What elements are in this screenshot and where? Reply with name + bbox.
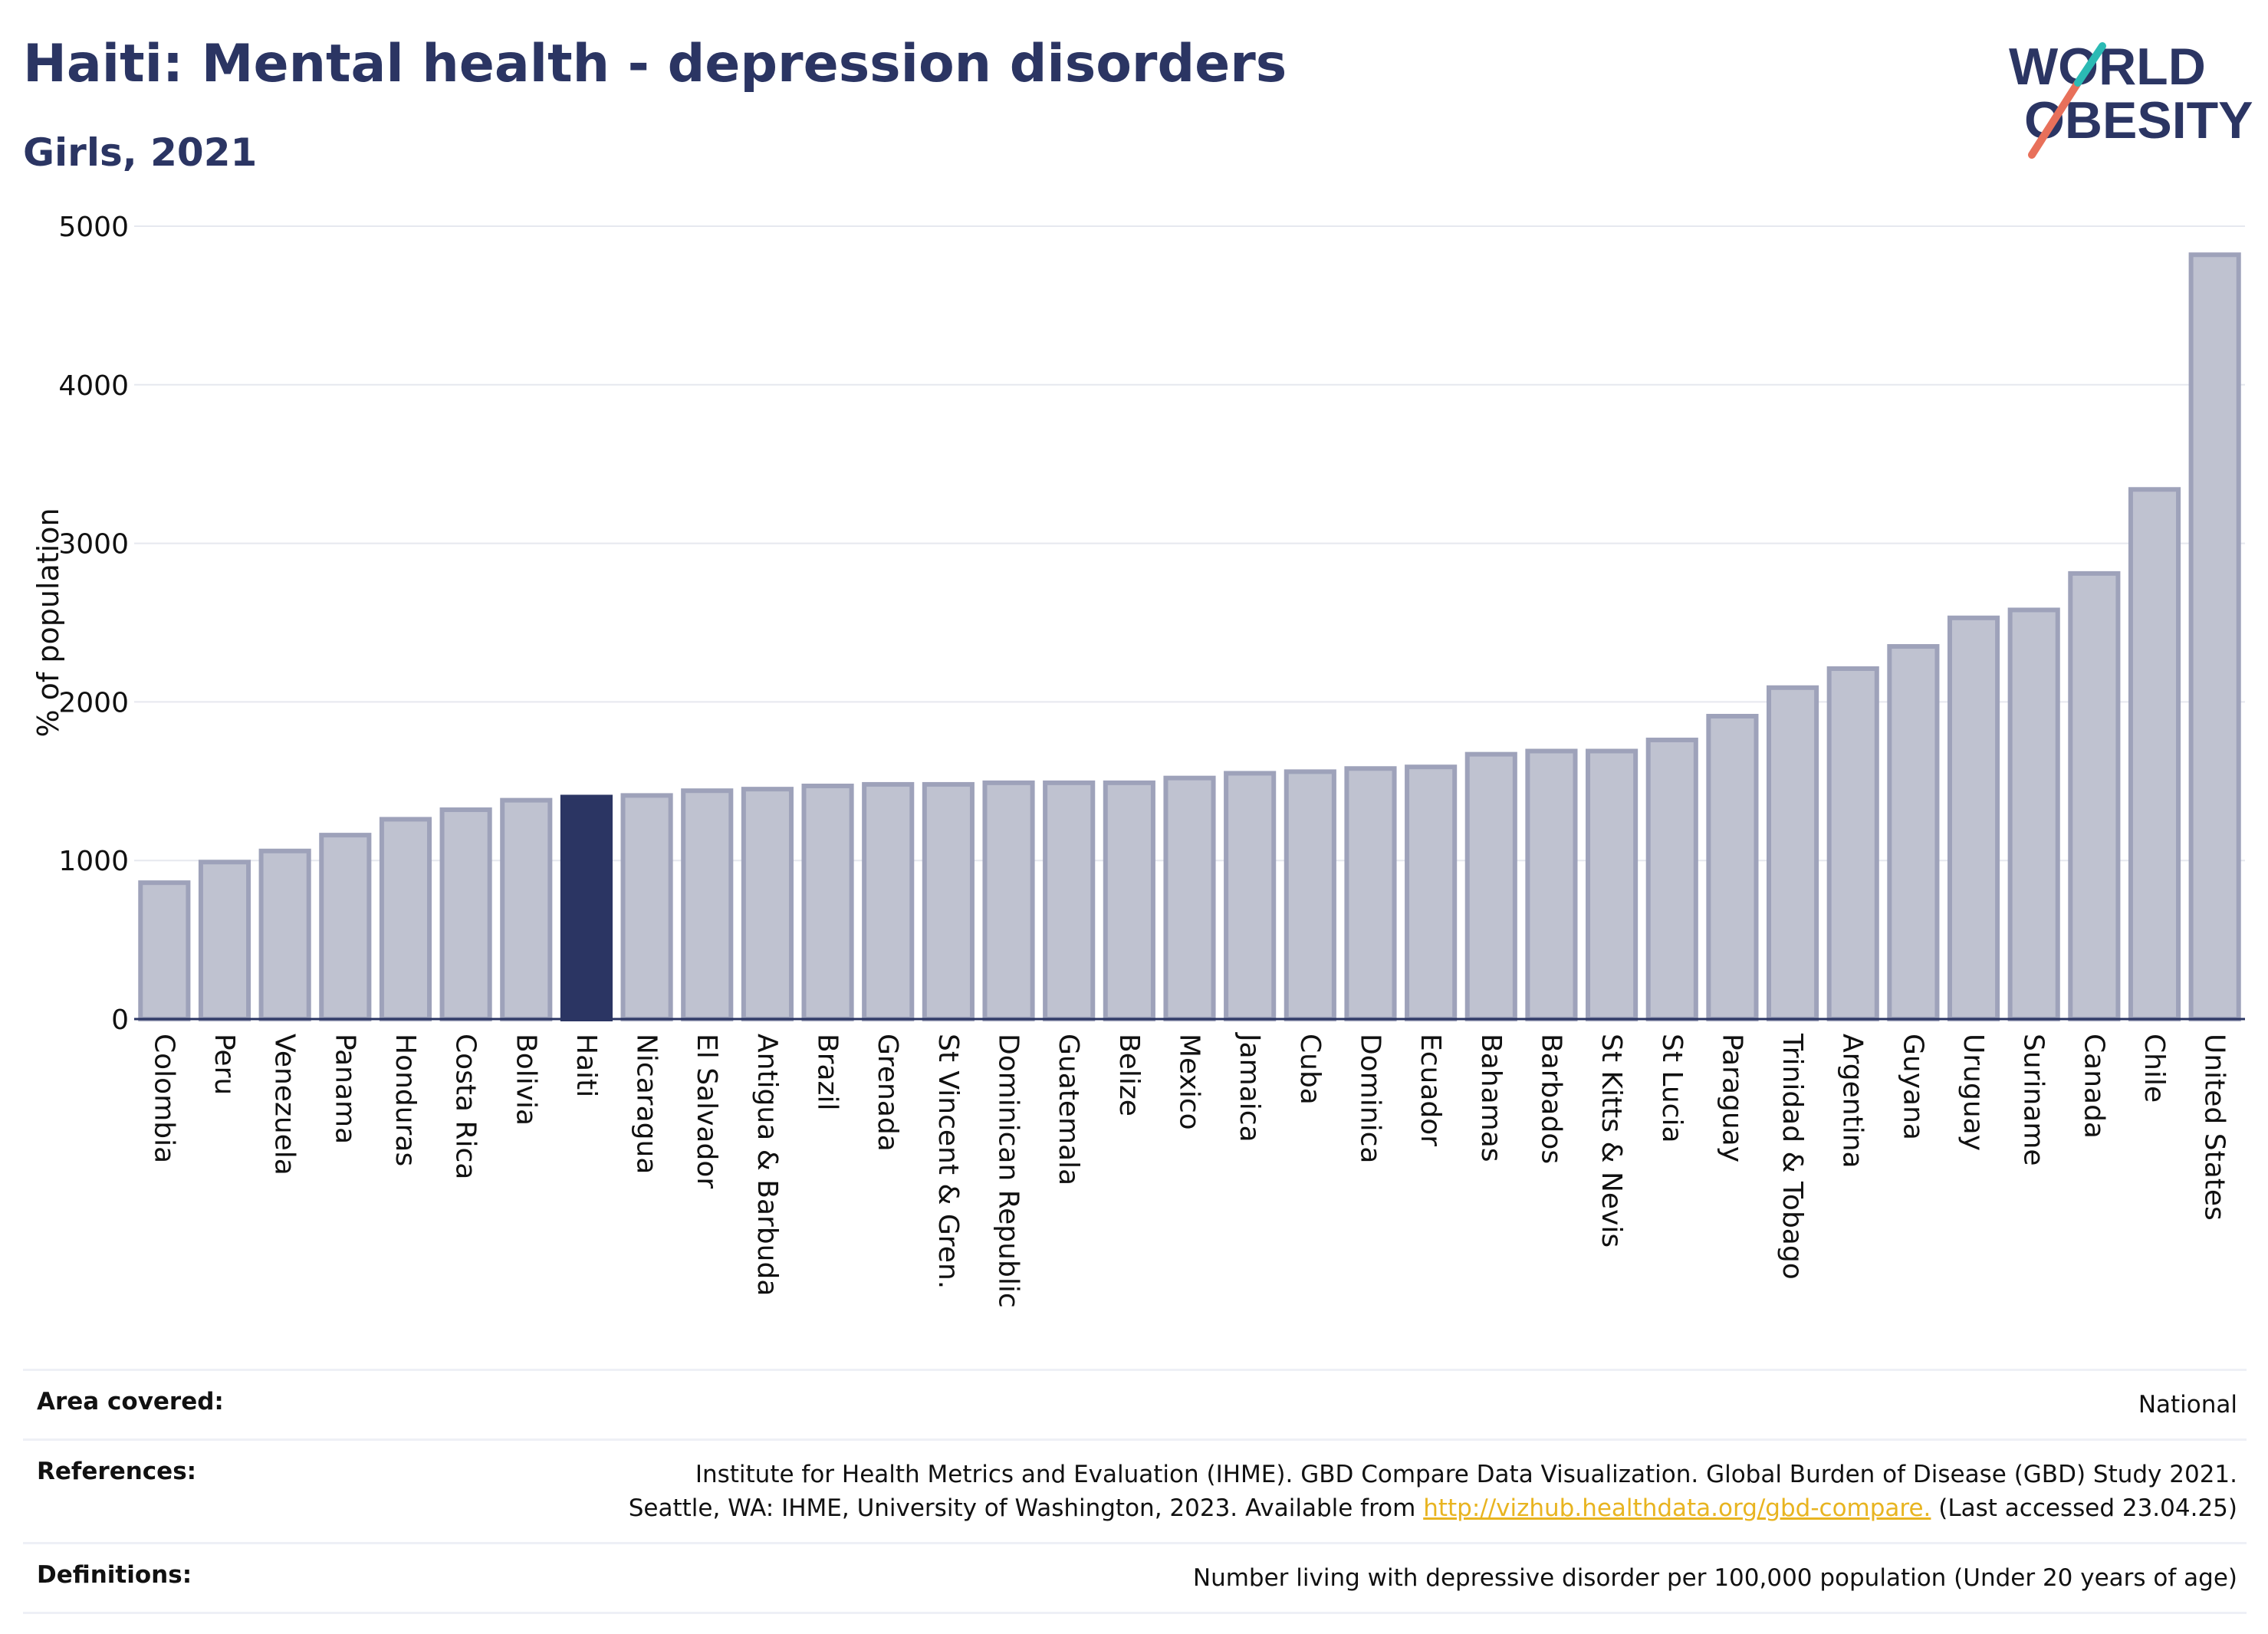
x-tick-label: Barbados bbox=[1535, 1034, 1566, 1164]
x-tick-label: El Salvador bbox=[691, 1034, 722, 1189]
x-tick-label: Honduras bbox=[390, 1034, 421, 1166]
bar-guyana bbox=[1887, 644, 1940, 1022]
bar-cuba bbox=[1284, 769, 1336, 1022]
bar-st-lucia bbox=[1645, 738, 1698, 1021]
x-tick-label: Costa Rica bbox=[450, 1034, 482, 1179]
bar-belize bbox=[1103, 780, 1155, 1021]
x-tick-label: Bahamas bbox=[1475, 1034, 1507, 1162]
x-tick-label: Jamaica bbox=[1234, 1032, 1265, 1142]
x-tick-label: United States bbox=[2199, 1034, 2230, 1221]
bar-mexico bbox=[1163, 775, 1216, 1021]
references-value: Institute for Health Metrics and Evaluat… bbox=[629, 1458, 2237, 1525]
bar-honduras bbox=[379, 817, 432, 1021]
bar-bolivia bbox=[500, 797, 553, 1021]
x-tick-label: St Lucia bbox=[1656, 1034, 1688, 1143]
bar-el-salvador bbox=[681, 788, 734, 1021]
y-tick-label: 2000 bbox=[58, 687, 129, 718]
x-tick-label: Belize bbox=[1113, 1034, 1145, 1116]
chart-subtitle: Girls, 2021 bbox=[23, 130, 258, 175]
bar-uruguay bbox=[1947, 615, 2000, 1021]
x-tick-label: Suriname bbox=[2018, 1034, 2049, 1166]
bar-antigua-barbuda bbox=[741, 787, 794, 1021]
references-line1: Institute for Health Metrics and Evaluat… bbox=[695, 1461, 2237, 1488]
bar-chart: 0 1000 2000 3000 4000 5000 Colombia Peru Venezu… bbox=[31, 212, 2245, 1308]
x-tick-label: Uruguay bbox=[1957, 1034, 1989, 1151]
logo-word-world: WORLD bbox=[2009, 38, 2206, 96]
references-line2-pre: Seattle, WA: IHME, University of Washing… bbox=[628, 1494, 1424, 1522]
x-tick-label: Trinidad & Tobago bbox=[1777, 1033, 1808, 1280]
bar-st-kitts-nevis bbox=[1586, 748, 1639, 1021]
bar-brazil bbox=[801, 784, 854, 1022]
references-link[interactable]: http://vizhub.healthdata.org/gbd-compare… bbox=[1423, 1494, 1931, 1522]
y-tick-label: 5000 bbox=[58, 212, 129, 243]
x-tick-label: Canada bbox=[2078, 1034, 2109, 1139]
x-tick-label: St Kitts & Nevis bbox=[1596, 1034, 1627, 1248]
bar-canada bbox=[2068, 570, 2121, 1021]
x-tick-label: Chile bbox=[2138, 1034, 2170, 1103]
references-line2-post: (Last accessed 23.04.25) bbox=[1931, 1494, 2237, 1522]
bar-bahamas bbox=[1464, 751, 1517, 1021]
world-obesity-logo: WORLD OBESITY bbox=[2009, 38, 2253, 159]
definitions-label: Definitions: bbox=[37, 1561, 192, 1589]
x-tick-label: Guatemala bbox=[1053, 1034, 1084, 1185]
y-axis-ticks: 0 1000 2000 3000 4000 5000 bbox=[58, 212, 129, 1036]
area-value: National bbox=[2138, 1391, 2237, 1419]
footer-row-area: Area covered: National bbox=[23, 1369, 2247, 1438]
bar-barbados bbox=[1525, 748, 1578, 1021]
y-tick-label: 1000 bbox=[58, 846, 129, 877]
bar-trinidad-tobago bbox=[1767, 685, 1819, 1022]
bar-colombia bbox=[138, 880, 191, 1021]
y-axis-label: % of population bbox=[31, 508, 65, 737]
references-label: References: bbox=[37, 1458, 197, 1485]
bar-guatemala bbox=[1043, 780, 1096, 1021]
bar-nicaragua bbox=[620, 793, 673, 1021]
bar-peru bbox=[198, 860, 251, 1021]
x-tick-label: Nicaragua bbox=[631, 1034, 662, 1174]
bars bbox=[138, 252, 2241, 1022]
bar-grenada bbox=[862, 781, 915, 1021]
x-tick-label: Panama bbox=[329, 1034, 360, 1144]
y-tick-label: 4000 bbox=[58, 370, 129, 402]
bar-suriname bbox=[2007, 607, 2060, 1021]
x-tick-label: Colombia bbox=[148, 1034, 179, 1163]
bar-panama bbox=[319, 833, 372, 1022]
x-tick-label: Venezuela bbox=[269, 1034, 301, 1175]
chart-title: Haiti: Mental health - depression disord… bbox=[23, 34, 1287, 94]
bar-paraguay bbox=[1706, 714, 1759, 1022]
area-label: Area covered: bbox=[37, 1388, 224, 1415]
x-tick-label: Dominica bbox=[1354, 1034, 1385, 1164]
bar-st-vincent-gren- bbox=[922, 781, 975, 1021]
x-tick-label: Grenada bbox=[872, 1034, 903, 1152]
bar-dominican-republic bbox=[982, 780, 1035, 1021]
x-tick-label: Haiti bbox=[570, 1034, 602, 1097]
chart-footer: Area covered: National References: Insti… bbox=[23, 1369, 2247, 1614]
x-axis-labels: Colombia Peru Venezuela Panama Honduras Costa… bbox=[148, 1032, 2230, 1308]
bar-argentina bbox=[1826, 666, 1879, 1021]
x-tick-label: Dominican Republic bbox=[993, 1034, 1024, 1308]
y-tick-label: 0 bbox=[111, 1004, 129, 1036]
bar-venezuela bbox=[258, 848, 311, 1021]
x-tick-label: St Vincent & Gren. bbox=[932, 1034, 964, 1289]
x-tick-label: Mexico bbox=[1174, 1034, 1205, 1130]
x-tick-label: Peru bbox=[209, 1034, 240, 1095]
x-tick-label: Cuba bbox=[1294, 1034, 1326, 1105]
x-tick-label: Guyana bbox=[1897, 1034, 1928, 1140]
bar-jamaica bbox=[1224, 771, 1277, 1022]
bar-ecuador bbox=[1405, 764, 1458, 1021]
bar-haiti bbox=[560, 794, 613, 1021]
bar-costa-rica bbox=[439, 807, 492, 1022]
x-tick-label: Brazil bbox=[812, 1034, 843, 1110]
x-tick-label: Paraguay bbox=[1716, 1034, 1747, 1162]
y-tick-label: 3000 bbox=[58, 529, 129, 561]
footer-row-references: References: Institute for Health Metrics… bbox=[23, 1438, 2247, 1542]
bar-chile bbox=[2128, 487, 2181, 1021]
x-tick-label: Antigua & Barbuda bbox=[751, 1034, 783, 1296]
definitions-value: Number living with depressive disorder p… bbox=[1192, 1564, 2237, 1592]
footer-row-definitions: Definitions: Number living with depressi… bbox=[23, 1542, 2247, 1614]
x-tick-label: Argentina bbox=[1837, 1034, 1869, 1169]
bar-united-states bbox=[2188, 252, 2241, 1021]
x-tick-label: Bolivia bbox=[510, 1034, 541, 1126]
bar-dominica bbox=[1344, 766, 1397, 1021]
x-tick-label: Ecuador bbox=[1415, 1034, 1446, 1146]
